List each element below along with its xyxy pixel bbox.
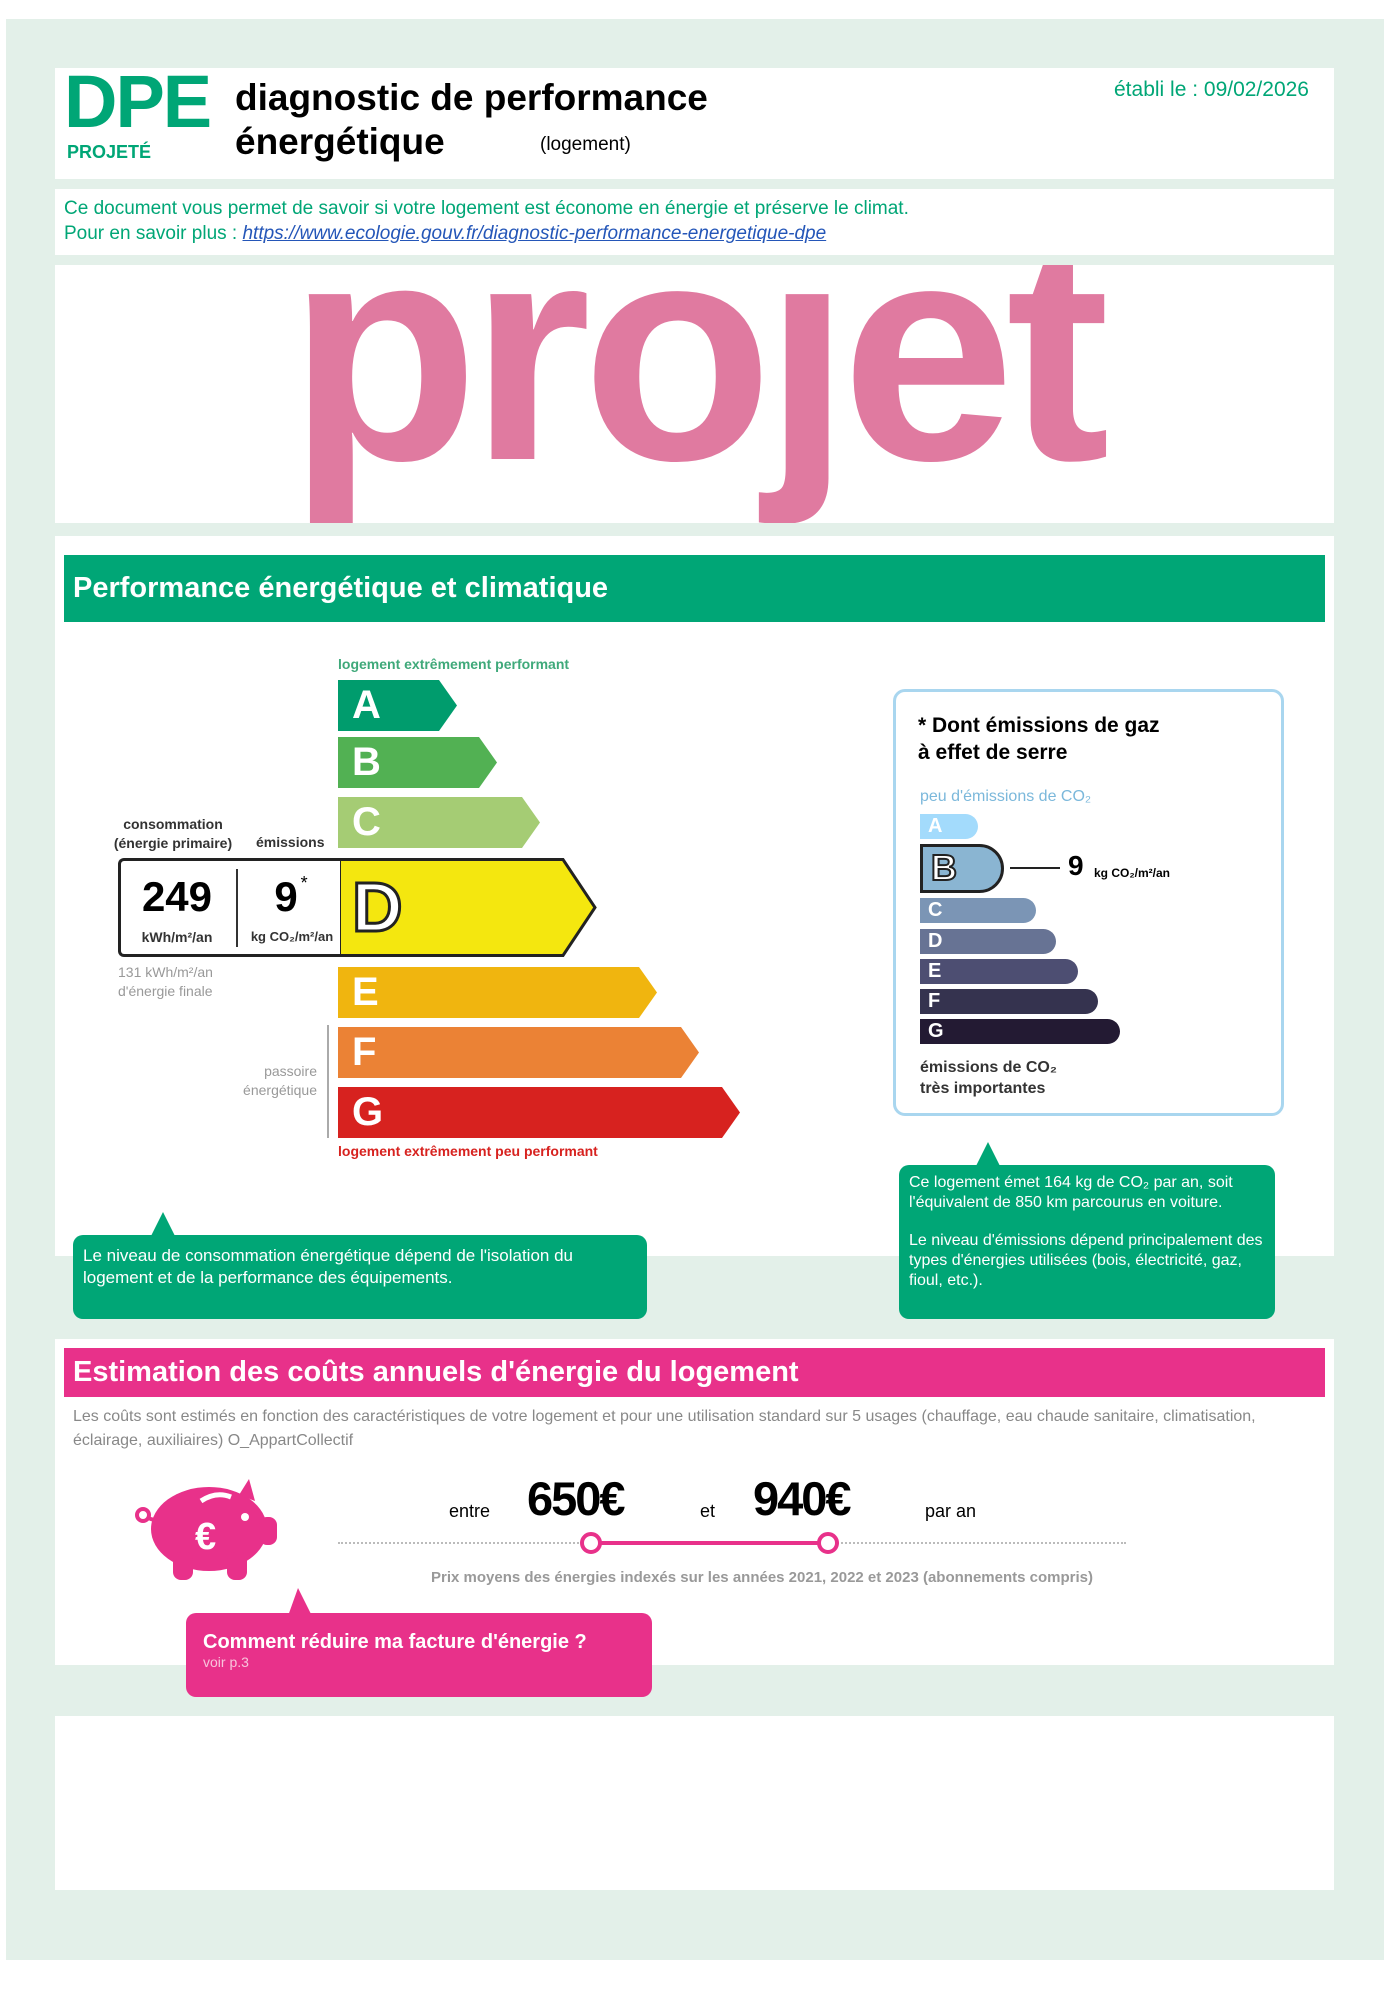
piggy-bank-icon: € bbox=[135, 1479, 277, 1580]
cost-min: 650€ bbox=[527, 1472, 626, 1525]
ges-class-a: A bbox=[920, 814, 978, 839]
info-text: Ce document vous permet de savoir si vot… bbox=[64, 198, 909, 219]
energy-class-a: A bbox=[338, 680, 457, 731]
page-title: diagnostic de performance énergétique bbox=[235, 77, 708, 162]
bubble-pointer bbox=[976, 1142, 1000, 1166]
energy-class-f: F bbox=[338, 1027, 699, 1078]
bubble-pointer bbox=[151, 1212, 175, 1236]
tip-title: Comment réduire ma facture d'énergie ? bbox=[203, 1631, 587, 1653]
ges-class-d: D bbox=[920, 929, 1056, 954]
ges-class-e: E bbox=[920, 959, 1078, 984]
ges-value: 9 bbox=[1068, 850, 1084, 881]
energy-class-b: B bbox=[338, 737, 497, 788]
final-energy: 131 kWh/m²/an d'énergie finale bbox=[118, 964, 213, 999]
watermark-box: projet bbox=[55, 265, 1334, 523]
dpe-logo: DPE bbox=[64, 60, 212, 143]
ges-title: * Dont émissions de gaz à effet de serre bbox=[918, 714, 1160, 764]
ges-box: * Dont émissions de gaz à effet de serre … bbox=[893, 689, 1284, 1116]
tip-sub: voir p.3 bbox=[203, 1654, 249, 1670]
empty-section bbox=[55, 1716, 1334, 1890]
page-subtitle: (logement) bbox=[540, 134, 631, 155]
emissions-bubble: Ce logement émet 164 kg de CO₂ par an, s… bbox=[899, 1165, 1275, 1319]
cost-min-marker bbox=[580, 1532, 602, 1554]
costs-section: Estimation des coûts annuels d'énergie d… bbox=[55, 1339, 1334, 1665]
ges-bottom-label: émissions de CO₂ très importantes bbox=[920, 1059, 1057, 1097]
consumption-label: consommation (énergie primaire) bbox=[113, 816, 233, 851]
bottom-label: logement extrêmement peu performant bbox=[338, 1143, 598, 1159]
consumption-value: 249 bbox=[141, 873, 213, 920]
svg-text:€: € bbox=[195, 1516, 216, 1558]
cost-between: entre bbox=[449, 1501, 491, 1521]
current-values-box: 249 kWh/m²/an 9 * kg CO₂/m²/an bbox=[118, 858, 340, 957]
ges-top-label: peu d'émissions de CO₂ bbox=[920, 788, 1092, 805]
costs-title: Estimation des coûts annuels d'énergie d… bbox=[64, 1348, 1325, 1397]
energy-class-c: C bbox=[338, 797, 540, 848]
divider bbox=[236, 869, 238, 947]
cost-note: Prix moyens des énergies indexés sur les… bbox=[431, 1569, 1093, 1586]
info-link[interactable]: https://www.ecologie.gouv.fr/diagnostic-… bbox=[242, 223, 827, 244]
top-label: logement extrêmement performant bbox=[338, 656, 570, 672]
watermark-text: projet bbox=[288, 265, 1110, 523]
ges-class-b: B bbox=[920, 844, 1004, 893]
costs-description: Les coûts sont estimés en fonction des c… bbox=[73, 1408, 1256, 1449]
energy-class-d: D bbox=[338, 858, 597, 957]
energy-class-g: G bbox=[338, 1087, 740, 1138]
passoire-line bbox=[327, 1025, 329, 1138]
consumption-bubble: Le niveau de consommation énergétique dé… bbox=[73, 1235, 647, 1319]
cost-per-year: par an bbox=[925, 1501, 977, 1521]
info-box: Ce document vous permet de savoir si vot… bbox=[55, 189, 1334, 255]
ges-pointer-line bbox=[1010, 867, 1060, 869]
consumption-unit: kWh/m²/an bbox=[141, 929, 213, 945]
cost-max-marker bbox=[817, 1532, 839, 1554]
cost-and: et bbox=[700, 1501, 716, 1521]
cost-range bbox=[591, 1541, 828, 1545]
passoire-label: passoire énergétique bbox=[243, 1063, 317, 1098]
emissions-value: 9 bbox=[274, 873, 298, 920]
emissions-star: * bbox=[300, 873, 308, 893]
logo-subtitle: PROJETÉ bbox=[67, 142, 152, 162]
info-prefix: Pour en savoir plus : bbox=[64, 223, 238, 244]
issue-date: établi le : 09/02/2026 bbox=[1114, 78, 1309, 101]
emissions-label: émissions bbox=[256, 834, 325, 850]
performance-title: Performance énergétique et climatique bbox=[64, 555, 1325, 622]
tip-pointer bbox=[288, 1588, 312, 1616]
ges-class-g: G bbox=[920, 1019, 1120, 1044]
header: DPE PROJETÉ diagnostic de performance éne… bbox=[55, 60, 1334, 179]
ges-class-f: F bbox=[920, 989, 1098, 1014]
emissions-unit: kg CO₂/m²/an bbox=[250, 929, 334, 944]
ges-class-c: C bbox=[920, 898, 1036, 923]
emissions-value-group: 9 * bbox=[239, 873, 343, 931]
energy-class-e: E bbox=[338, 967, 657, 1018]
tip-bubble[interactable]: Comment réduire ma facture d'énergie ? v… bbox=[186, 1613, 652, 1697]
ges-unit: kg CO₂/m²/an bbox=[1094, 866, 1171, 880]
cost-max: 940€ bbox=[753, 1472, 852, 1525]
